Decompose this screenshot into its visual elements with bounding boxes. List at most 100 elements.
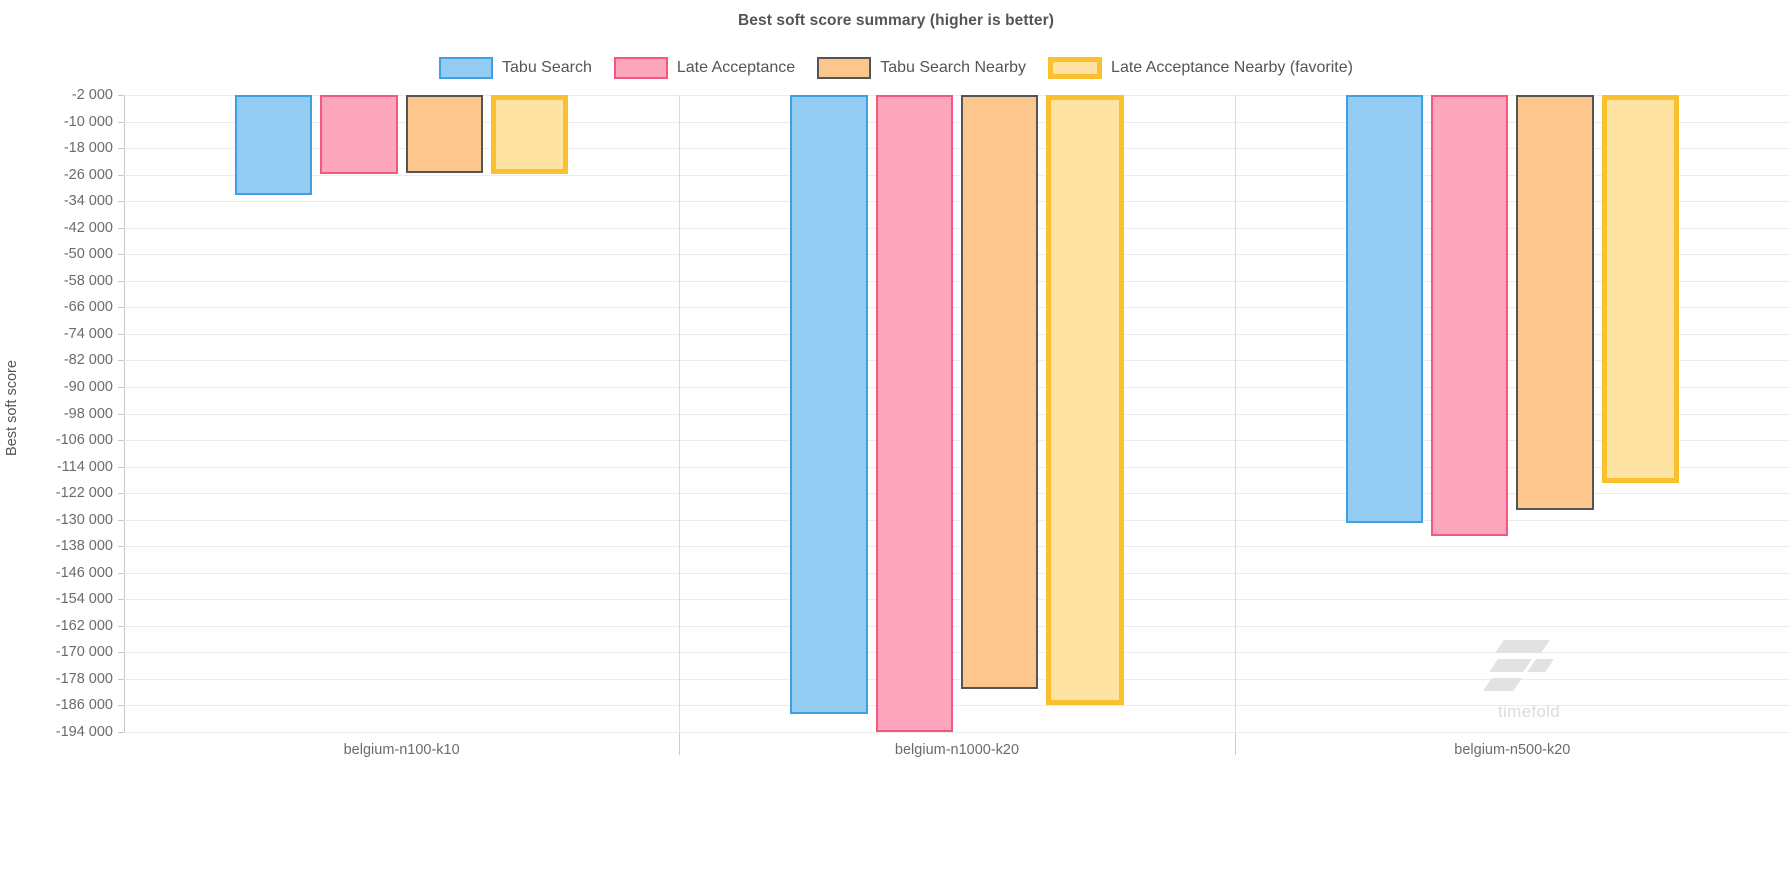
gridline bbox=[124, 360, 1790, 362]
y-tick-label: -50 000 bbox=[63, 246, 113, 263]
legend-label: Tabu Search bbox=[502, 59, 592, 76]
gridline bbox=[124, 705, 1790, 707]
gridline bbox=[124, 466, 1790, 468]
gridline bbox=[124, 174, 1790, 176]
category-separator-tick bbox=[1234, 733, 1236, 755]
y-tick-label: -18 000 bbox=[63, 140, 113, 157]
bar[interactable] bbox=[1345, 95, 1423, 523]
x-axis-category-label: belgium-n1000-k20 bbox=[894, 742, 1020, 758]
bar[interactable] bbox=[405, 95, 483, 173]
gridline bbox=[124, 307, 1790, 309]
bar[interactable] bbox=[320, 95, 398, 174]
y-tick-label: -138 000 bbox=[55, 538, 113, 555]
legend-swatch-icon bbox=[1048, 57, 1103, 79]
y-axis-title: Best soft score bbox=[4, 360, 20, 456]
bar[interactable] bbox=[875, 95, 953, 732]
y-tick-label: -74 000 bbox=[63, 325, 113, 342]
y-tick-label: -58 000 bbox=[63, 272, 113, 289]
y-tick-mark bbox=[118, 519, 124, 521]
gridline bbox=[124, 148, 1790, 150]
y-tick-label: -34 000 bbox=[63, 193, 113, 210]
category-separator-tick bbox=[679, 733, 681, 755]
y-tick-label: -154 000 bbox=[55, 591, 113, 608]
gridline bbox=[124, 386, 1790, 388]
y-tick-mark bbox=[118, 572, 124, 574]
gridline bbox=[124, 413, 1790, 415]
plot-area: -2 000 -10 000 -18 000 -26 000 -34 000 -42 00… bbox=[56, 87, 1790, 755]
gridline bbox=[124, 546, 1790, 548]
y-tick-mark bbox=[118, 493, 124, 495]
y-tick-mark bbox=[118, 333, 124, 335]
legend-item-2[interactable]: Late Acceptance bbox=[613, 57, 796, 79]
legend-item-4[interactable]: Late Acceptance Nearby (favorite) bbox=[1048, 57, 1353, 79]
gridline bbox=[124, 732, 1790, 733]
y-tick-label: -98 000 bbox=[63, 405, 113, 422]
y-tick-mark bbox=[118, 254, 124, 256]
gridline bbox=[124, 678, 1790, 680]
y-tick-label: -66 000 bbox=[63, 299, 113, 316]
legend-item-1[interactable]: Tabu Search bbox=[439, 57, 592, 79]
legend-label: Tabu Search Nearby bbox=[880, 59, 1027, 76]
legend-swatch-icon bbox=[439, 57, 494, 79]
y-tick-mark bbox=[118, 360, 124, 362]
gridline bbox=[124, 333, 1790, 335]
chart-title: Best soft score summary (higher is bette… bbox=[737, 12, 1054, 29]
y-tick-label: -178 000 bbox=[55, 670, 113, 687]
y-tick-mark bbox=[118, 413, 124, 415]
y-tick-label: -10 000 bbox=[63, 113, 113, 130]
gridline bbox=[124, 625, 1790, 627]
y-tick-mark bbox=[118, 227, 124, 229]
y-tick-mark bbox=[118, 546, 124, 548]
legend-swatch-icon bbox=[613, 57, 668, 79]
legend-label: Late Acceptance bbox=[676, 59, 796, 76]
y-tick-mark bbox=[118, 280, 124, 282]
y-tick-mark bbox=[118, 466, 124, 468]
y-tick-label: -90 000 bbox=[63, 378, 113, 395]
y-tick-label: -82 000 bbox=[63, 352, 113, 369]
y-tick-label: -130 000 bbox=[55, 511, 113, 528]
y-tick-mark bbox=[118, 307, 124, 309]
legend-label: Late Acceptance Nearby (favorite) bbox=[1111, 59, 1353, 76]
y-tick-label: -194 000 bbox=[55, 724, 113, 740]
y-tick-mark bbox=[118, 652, 124, 654]
bar[interactable] bbox=[1431, 95, 1509, 537]
gridline bbox=[124, 599, 1790, 601]
legend-item-3[interactable]: Tabu Search Nearby bbox=[817, 57, 1026, 79]
y-tick-mark bbox=[118, 386, 124, 388]
y-tick-mark bbox=[118, 678, 124, 680]
y-tick-mark bbox=[118, 121, 124, 123]
y-tick-mark bbox=[118, 732, 124, 733]
y-tick-label: -106 000 bbox=[55, 432, 113, 449]
y-tick-label: -146 000 bbox=[55, 564, 113, 581]
bar[interactable] bbox=[961, 95, 1039, 689]
bar[interactable] bbox=[491, 95, 569, 174]
y-tick-mark bbox=[118, 174, 124, 176]
bar[interactable] bbox=[1516, 95, 1594, 510]
y-tick-label: -170 000 bbox=[55, 644, 113, 661]
chart-legend: Tabu Search Late Acceptance Tabu Search Ne… bbox=[0, 57, 1792, 79]
category-separator bbox=[679, 95, 681, 732]
gridline bbox=[124, 519, 1790, 521]
bar[interactable] bbox=[790, 95, 868, 714]
y-tick-label: -26 000 bbox=[63, 166, 113, 183]
gridline bbox=[124, 440, 1790, 442]
bar[interactable] bbox=[1601, 95, 1680, 484]
gridline bbox=[124, 227, 1790, 229]
x-axis-category-label: belgium-n500-k20 bbox=[1454, 742, 1571, 758]
y-tick-label: -186 000 bbox=[55, 697, 113, 714]
gridline bbox=[124, 572, 1790, 574]
y-tick-label: -2 000 bbox=[71, 87, 113, 103]
x-axis-category-label: belgium-n100-k10 bbox=[343, 742, 460, 758]
y-tick-mark bbox=[118, 599, 124, 601]
y-tick-mark bbox=[118, 705, 124, 707]
legend-swatch-icon bbox=[817, 57, 872, 79]
y-tick-label: -42 000 bbox=[63, 219, 113, 236]
bar[interactable] bbox=[234, 95, 313, 195]
gridline bbox=[124, 201, 1790, 203]
y-tick-mark bbox=[118, 440, 124, 442]
y-tick-mark bbox=[118, 148, 124, 150]
bar[interactable] bbox=[1046, 95, 1124, 706]
gridline bbox=[124, 121, 1790, 123]
y-tick-label: -122 000 bbox=[55, 485, 113, 502]
